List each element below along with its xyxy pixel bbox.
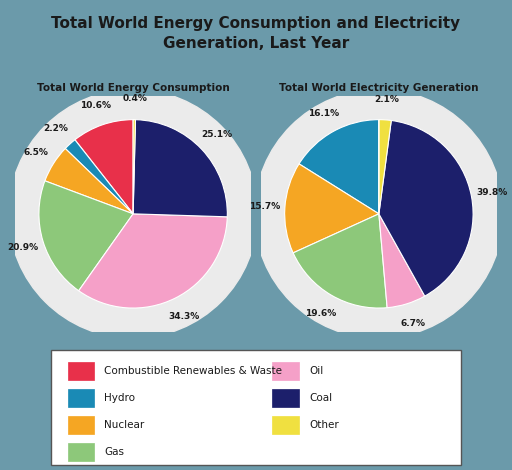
Bar <box>68 443 94 461</box>
Title: Total World Electricity Generation: Total World Electricity Generation <box>279 83 479 93</box>
Title: Total World Energy Consumption: Total World Energy Consumption <box>37 83 229 93</box>
Wedge shape <box>293 214 387 308</box>
Wedge shape <box>65 140 133 214</box>
Text: Hydro: Hydro <box>104 393 136 403</box>
Text: 2.2%: 2.2% <box>44 124 69 133</box>
Bar <box>68 389 94 407</box>
Wedge shape <box>75 120 133 214</box>
FancyBboxPatch shape <box>51 350 461 465</box>
Circle shape <box>9 89 258 338</box>
Text: 20.9%: 20.9% <box>8 243 39 252</box>
Text: 25.1%: 25.1% <box>201 130 232 140</box>
Text: Coal: Coal <box>309 393 332 403</box>
Bar <box>272 362 299 380</box>
Text: Nuclear: Nuclear <box>104 420 145 430</box>
Text: Gas: Gas <box>104 447 124 457</box>
Wedge shape <box>379 120 473 296</box>
Text: Other: Other <box>309 420 339 430</box>
Bar <box>272 416 299 434</box>
Wedge shape <box>133 120 227 217</box>
Text: Combustible Renewables & Waste: Combustible Renewables & Waste <box>104 366 283 376</box>
Circle shape <box>254 89 503 338</box>
Wedge shape <box>45 149 133 214</box>
Text: 34.3%: 34.3% <box>169 312 200 321</box>
Text: 15.7%: 15.7% <box>248 202 280 211</box>
Wedge shape <box>285 164 379 253</box>
Wedge shape <box>79 214 227 308</box>
Text: Oil: Oil <box>309 366 324 376</box>
Text: 6.5%: 6.5% <box>24 148 48 157</box>
Text: Total World Energy Consumption and Electricity
Generation, Last Year: Total World Energy Consumption and Elect… <box>51 16 461 51</box>
Text: 19.6%: 19.6% <box>305 309 336 318</box>
Bar <box>68 416 94 434</box>
Wedge shape <box>133 120 136 214</box>
Wedge shape <box>39 181 133 291</box>
Bar <box>272 389 299 407</box>
Text: 2.1%: 2.1% <box>374 94 399 104</box>
Wedge shape <box>299 120 379 214</box>
Text: 6.7%: 6.7% <box>400 319 425 328</box>
Text: 39.8%: 39.8% <box>476 188 507 197</box>
Text: 0.4%: 0.4% <box>122 94 147 103</box>
Text: 10.6%: 10.6% <box>80 101 111 110</box>
Wedge shape <box>379 214 425 308</box>
Bar <box>68 362 94 380</box>
Wedge shape <box>379 120 391 214</box>
Text: 16.1%: 16.1% <box>308 109 339 118</box>
